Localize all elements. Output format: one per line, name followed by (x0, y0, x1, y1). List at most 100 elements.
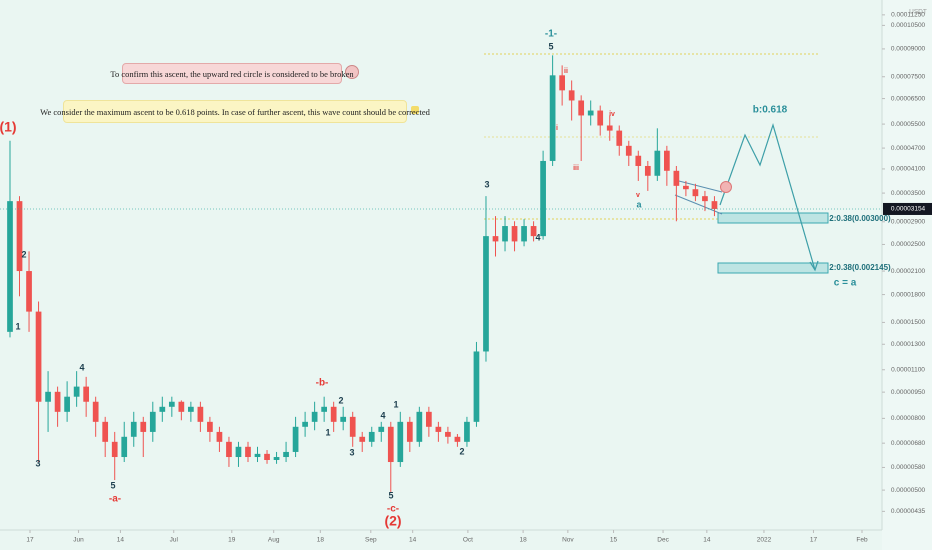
candle-body (397, 421, 404, 463)
wave-label: -c- (387, 504, 399, 515)
candle-body (83, 386, 90, 402)
y-tick-label: 0.00001100 (891, 366, 925, 373)
candle-body (654, 150, 661, 176)
candle-body (245, 446, 251, 458)
wave-label: 4 (535, 232, 540, 242)
candle-body (130, 421, 137, 437)
candle-body (235, 446, 242, 458)
y-tick-label: 0.00010500 (891, 22, 926, 29)
x-tick-label: 19 (228, 537, 236, 544)
last-price-box (883, 202, 932, 215)
candle-body (188, 406, 194, 412)
wave-label: 3 (35, 458, 40, 468)
note-box: To confirm this ascent, the upward red c… (110, 63, 354, 84)
x-tick-label: 14 (703, 537, 711, 544)
candle-body (368, 431, 375, 442)
y-tick-label: 0.00000580 (891, 464, 926, 471)
candle-body (140, 421, 147, 432)
candle-body (702, 196, 708, 202)
y-tick-label: 0.00001300 (891, 341, 926, 348)
candle-body (359, 436, 366, 442)
candle-body (511, 226, 518, 242)
wave-label: 2 (21, 249, 26, 259)
candle-body (521, 226, 527, 242)
candle-body (292, 426, 299, 452)
wave-label: 5 (388, 490, 393, 500)
currency-label: USDT (909, 9, 927, 16)
candle-body (64, 396, 70, 412)
x-tick-label: 17 (810, 537, 818, 544)
wave-label: 2 (338, 395, 343, 405)
y-tick-label: 0.00000950 (891, 389, 926, 396)
candle-body (483, 236, 489, 352)
candle-body (673, 170, 680, 186)
candle-body (283, 451, 289, 458)
candle-body (7, 201, 13, 332)
y-tick-label: 0.00005500 (891, 121, 926, 128)
candle-body (226, 441, 232, 458)
red-circle (720, 181, 732, 193)
wave-label: -1- (545, 29, 557, 40)
y-tick-label: 0.00000680 (891, 440, 926, 447)
note-circle (345, 65, 359, 79)
wave-label: iv (609, 111, 615, 118)
candle-body (302, 421, 308, 427)
wave-label: (1) (0, 119, 17, 135)
candle-body (406, 421, 413, 442)
candle-body (35, 311, 42, 402)
candles (7, 55, 718, 492)
wave-label: ii (564, 68, 568, 75)
candle-body (625, 145, 632, 156)
y-tick-label: 0.00000435 (891, 508, 926, 515)
candle-body (121, 436, 128, 458)
wave-label: 1 (15, 321, 20, 331)
candle-body (73, 386, 80, 397)
candle-body (168, 401, 175, 407)
wave-label: 3 (484, 179, 489, 189)
candle-body (683, 185, 689, 190)
wave-label: 4 (380, 410, 385, 420)
y-tick-label: 0.00000500 (891, 487, 926, 494)
level-label: 2:0.38(0.002145) (829, 263, 891, 272)
x-tick-label: 2022 (757, 537, 772, 544)
target-zone (717, 262, 829, 274)
wave-label: -a- (109, 494, 121, 505)
candle-body (273, 457, 280, 461)
candle-body (26, 271, 32, 312)
y-tick-label: 0.00004100 (891, 166, 926, 173)
wave-label: b:0.618 (753, 105, 788, 116)
y-tick-label: 0.00002100 (891, 268, 926, 275)
candle-body (568, 90, 575, 101)
y-tick-label: 0.00003500 (891, 190, 926, 197)
channel-line (674, 179, 723, 193)
x-tick-label: Oct (463, 537, 473, 544)
wave-label: 1 (325, 427, 330, 437)
wave-label: 3 (349, 447, 354, 457)
y-tick-label: 0.00000800 (891, 415, 926, 422)
x-tick-label: Sep (365, 537, 377, 544)
candle-body (454, 436, 461, 442)
wave-label: -b- (316, 378, 329, 389)
candle-body (692, 189, 699, 197)
projection-path (719, 122, 816, 271)
wave-label: (2) (384, 513, 401, 529)
candle-body (473, 351, 480, 422)
wave-label: a (636, 199, 642, 209)
x-tick-label: 17 (26, 537, 34, 544)
candle-body (330, 406, 337, 422)
y-tick-label: 0.00002900 (891, 219, 926, 226)
candle-body (216, 431, 223, 442)
target-zone (717, 212, 829, 224)
candle-body (530, 226, 537, 237)
candle-body (663, 150, 670, 171)
candle-body (644, 165, 651, 176)
candle-body (178, 401, 185, 412)
candle-body (254, 453, 261, 458)
x-tick-label: 15 (610, 537, 618, 544)
x-tick-label: Jul (170, 537, 179, 544)
candle-body (54, 391, 61, 412)
y-tick-label: 0.00011250 (891, 12, 925, 19)
x-tick-label: 18 (317, 537, 325, 544)
